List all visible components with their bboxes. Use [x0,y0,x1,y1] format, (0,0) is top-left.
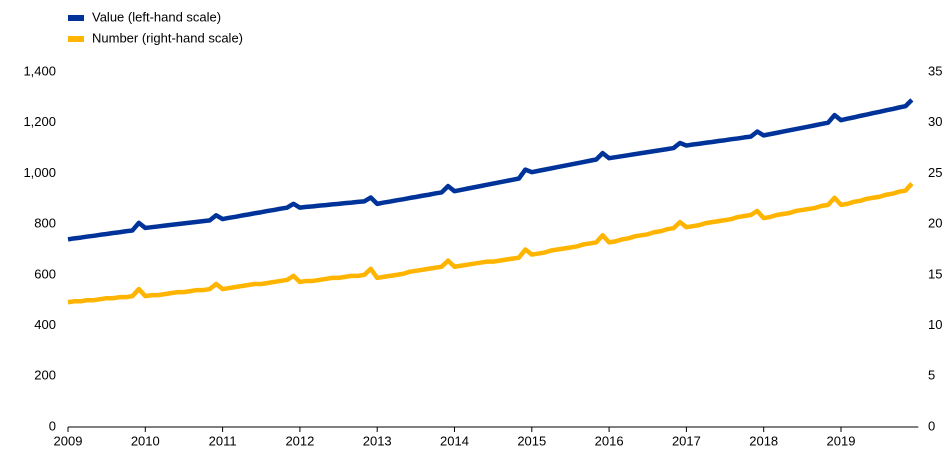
y-tick-label: 1,200 [23,114,56,129]
y-tick-label: 400 [34,317,56,332]
y-tick-label: 800 [34,216,56,231]
y2-tick-label: 5 [928,368,935,383]
x-tick-label: 2012 [285,433,314,448]
y-tick-label: 1,400 [23,63,56,78]
x-tick-label: 2016 [595,433,624,448]
x-tick-label: 2017 [672,433,701,448]
y2-tick-label: 25 [928,165,942,180]
y2-tick-label: 35 [928,63,942,78]
x-tick-label: 2019 [827,433,856,448]
legend-swatch [68,15,84,21]
y-tick-label: 600 [34,266,56,281]
line-series [67,182,914,305]
legend-label: Value (left-hand scale) [92,9,221,24]
y2-tick-label: 15 [928,266,942,281]
y2-tick-label: 10 [928,317,942,332]
x-tick-label: 2009 [54,433,83,448]
x-tick-label: 2014 [440,433,469,448]
y-tick-label: 200 [34,368,56,383]
legend-swatch [68,36,84,42]
x-tick-label: 2010 [131,433,160,448]
y2-tick-label: 30 [928,114,942,129]
x-tick-label: 2018 [749,433,778,448]
line-series [67,98,914,242]
y2-tick-label: 0 [928,418,935,433]
x-tick-label: 2013 [363,433,392,448]
y-tick-label: 1,000 [23,165,56,180]
y2-tick-label: 20 [928,216,942,231]
y-tick-label: 0 [49,418,56,433]
x-tick-label: 2011 [209,433,237,448]
x-tick-label: 2015 [517,433,546,448]
legend-label: Number (right-hand scale) [92,30,243,45]
